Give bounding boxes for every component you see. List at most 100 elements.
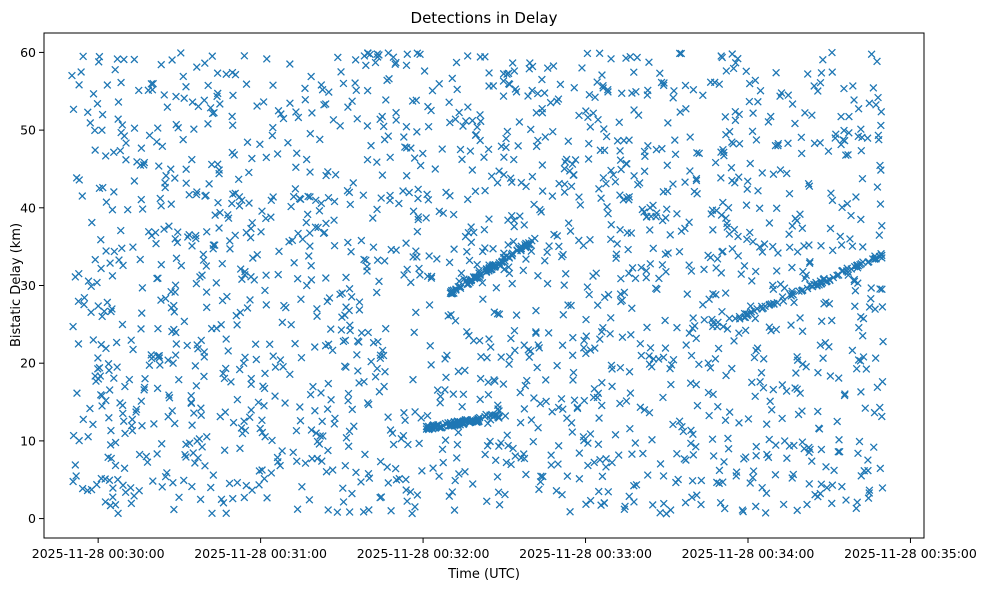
- data-point: [101, 396, 110, 405]
- data-point: [265, 340, 274, 349]
- data-point: [415, 439, 423, 448]
- data-point: [762, 420, 771, 428]
- data-point: [258, 466, 266, 474]
- data-point: [752, 136, 761, 144]
- data-point: [317, 457, 326, 466]
- data-point: [622, 397, 631, 405]
- data-point: [541, 133, 550, 141]
- data-point: [511, 85, 520, 93]
- data-point: [241, 426, 250, 435]
- data-point: [315, 135, 324, 144]
- data-point: [820, 274, 828, 283]
- data-point: [740, 261, 749, 270]
- data-point: [197, 404, 205, 413]
- data-point: [94, 354, 102, 362]
- data-point: [330, 197, 339, 206]
- data-point: [604, 88, 612, 96]
- data-point: [688, 493, 696, 502]
- data-point: [73, 389, 81, 398]
- data-point: [632, 87, 640, 96]
- data-point: [689, 430, 697, 439]
- data-point: [355, 298, 364, 306]
- data-point: [339, 79, 348, 88]
- data-point: [629, 68, 638, 77]
- data-point: [301, 459, 310, 468]
- data-point: [548, 407, 557, 416]
- data-point: [576, 201, 585, 209]
- data-point: [467, 223, 475, 231]
- data-point: [522, 470, 530, 479]
- data-point: [666, 364, 674, 373]
- data-point: [538, 161, 547, 169]
- data-point: [416, 271, 424, 279]
- data-point: [467, 238, 476, 247]
- data-point: [767, 405, 776, 414]
- data-point: [568, 333, 577, 342]
- data-point: [122, 139, 130, 147]
- data-point: [351, 79, 359, 87]
- data-point: [153, 450, 162, 458]
- data-point: [461, 467, 469, 476]
- data-point: [217, 320, 226, 329]
- data-point: [499, 170, 508, 179]
- data-point: [493, 309, 502, 318]
- data-point: [491, 456, 500, 465]
- data-point: [118, 409, 127, 418]
- data-point: [271, 392, 279, 400]
- data-point: [708, 206, 717, 214]
- data-point: [758, 169, 767, 177]
- data-point: [322, 219, 330, 228]
- data-point: [574, 236, 583, 245]
- data-point: [741, 326, 750, 335]
- data-point: [464, 103, 472, 111]
- data-point: [173, 238, 182, 247]
- data-point: [445, 258, 454, 267]
- data-point: [451, 115, 460, 124]
- data-point: [157, 296, 165, 305]
- data-point: [202, 432, 211, 441]
- data-point: [630, 171, 638, 180]
- data-point: [839, 135, 847, 144]
- data-point: [235, 365, 244, 374]
- data-point: [746, 479, 755, 487]
- data-point: [821, 298, 830, 307]
- data-point: [673, 209, 681, 218]
- data-point: [727, 138, 736, 146]
- data-point: [532, 142, 541, 151]
- data-point: [561, 269, 570, 278]
- data-point: [722, 371, 730, 380]
- data-point: [215, 224, 223, 232]
- data-point: [625, 367, 634, 376]
- data-point: [326, 325, 335, 333]
- x-tick-label: 2025-11-28 00:31:00: [194, 546, 327, 561]
- data-point: [558, 405, 567, 414]
- data-point: [168, 56, 176, 64]
- data-point: [402, 61, 411, 70]
- data-point: [538, 187, 547, 195]
- data-point: [746, 159, 755, 168]
- data-point: [171, 328, 180, 337]
- data-point: [138, 421, 146, 430]
- data-point: [153, 384, 162, 393]
- data-point: [507, 334, 515, 343]
- data-point: [329, 115, 338, 124]
- data-point: [483, 441, 492, 450]
- data-point: [570, 396, 579, 405]
- data-point: [602, 454, 610, 463]
- data-point: [520, 454, 529, 463]
- data-point: [375, 51, 383, 59]
- x-tick-label: 2025-11-28 00:35:00: [844, 546, 977, 561]
- data-point: [342, 433, 351, 442]
- data-point: [628, 450, 636, 458]
- data-point: [841, 390, 849, 398]
- data-point: [521, 381, 530, 390]
- data-point: [632, 480, 641, 489]
- data-point: [363, 155, 372, 164]
- data-point: [527, 416, 536, 424]
- data-point: [441, 386, 449, 394]
- data-point: [802, 271, 811, 280]
- data-point: [875, 403, 884, 412]
- data-point: [268, 131, 277, 140]
- data-point: [708, 225, 717, 234]
- data-point: [753, 304, 761, 313]
